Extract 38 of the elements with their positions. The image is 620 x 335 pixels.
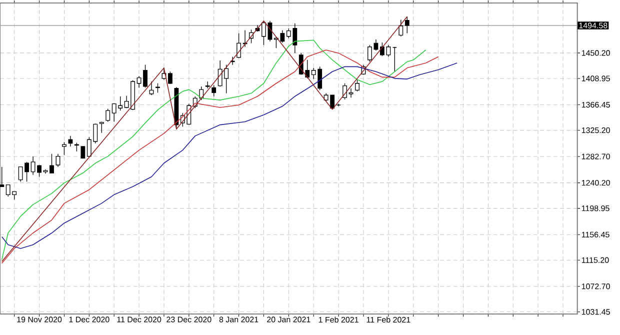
- candlestick: [99, 121, 104, 134]
- candlestick: [0, 166, 4, 187]
- x-tick-label: 11 Dec 2020: [117, 316, 162, 322]
- candlestick: [80, 146, 86, 159]
- y-tick-label: 1366.45: [582, 102, 610, 108]
- y-tick-label: 1115.20: [582, 257, 609, 263]
- x-tick-label: 1 Feb 2021: [318, 316, 358, 323]
- candlestick: [398, 19, 404, 37]
- candlestick: [355, 79, 360, 92]
- ref-line-label: 1494.58: [579, 22, 608, 28]
- candlestick: [168, 71, 172, 84]
- candlestick: [56, 154, 60, 168]
- y-tick-label: 1240.20: [582, 180, 610, 186]
- candlestick: [342, 83, 347, 100]
- y-tick-label: 1156.45: [582, 232, 610, 238]
- x-tick-label: 19 Nov 2020: [17, 316, 62, 322]
- x-tick-label: 8 Jan 2021: [219, 316, 258, 322]
- candlestick: [404, 16, 410, 34]
- y-tick-label: 1408.95: [582, 76, 610, 82]
- x-tick-label: 1 Dec 2020: [69, 316, 110, 322]
- y-tick-label: 1325.20: [582, 127, 610, 134]
- candlestick: [106, 108, 110, 122]
- candlestick: [368, 44, 372, 62]
- x-tick-label: 11 Feb 2021: [366, 316, 410, 323]
- candlestick: [50, 154, 54, 174]
- y-tick-label: 1072.70: [582, 284, 610, 290]
- y-tick-label: 1450.20: [582, 50, 610, 56]
- y-tick-label: 1282.70: [582, 154, 610, 160]
- x-tick-label: 23 Dec 2020: [166, 316, 212, 322]
- y-tick-label: 1198.95: [582, 205, 610, 212]
- line-series: [1, 62, 458, 249]
- candlestick: [262, 20, 266, 46]
- candlestick: [212, 84, 216, 97]
- candlestick: [62, 142, 66, 156]
- candlestick: [143, 64, 148, 88]
- candlestick: [236, 32, 241, 58]
- x-tick-label: 20 Jan 2021: [267, 316, 310, 322]
- y-tick-label: 1031.45: [582, 309, 610, 315]
